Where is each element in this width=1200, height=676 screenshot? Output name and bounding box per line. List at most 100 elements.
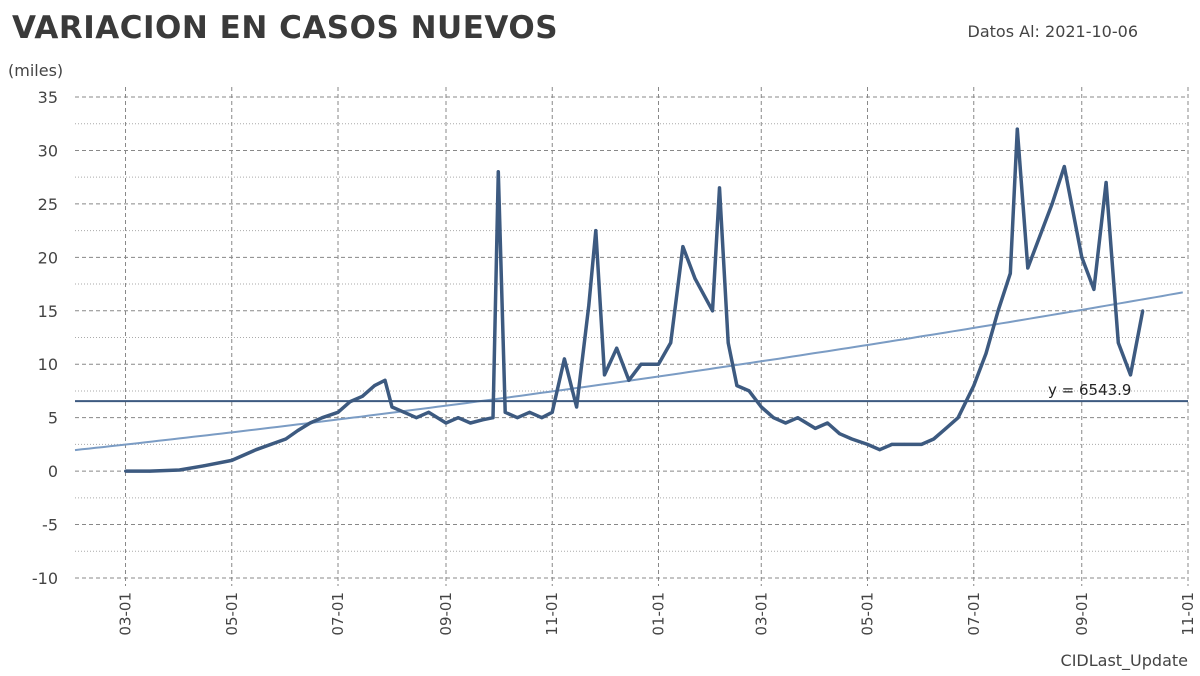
data-point [491,416,495,420]
y-axis-ticks: 35 30 25 20 15 10 5 0 -5 -10 [32,88,58,588]
data-point [124,469,128,473]
data-point [284,437,288,441]
data-point [1050,202,1054,206]
y-tick-label: 5 [48,409,58,428]
data-point [148,469,152,473]
data-point [627,378,631,382]
x-tick-label: 03-01 [117,592,135,636]
data-point [735,384,739,388]
y-tick-label: -5 [42,516,58,535]
data-point [615,346,619,350]
chart-title: VARIACION EN CASOS NUEVOS [12,10,559,46]
y-tick-label: 15 [38,302,58,321]
data-point [1116,341,1120,345]
data-point [838,432,842,436]
data-point [932,437,936,441]
data-point [468,421,472,425]
data-point [1015,127,1019,131]
x-tick-label: 07-01 [329,592,347,636]
series-line [125,127,1145,473]
data-point [503,410,507,414]
x-tick-label: 11-01 [1179,592,1197,636]
data-point [890,442,894,446]
data-point [1080,255,1084,259]
data-point [587,303,591,307]
y-tick-label: 25 [38,195,58,214]
data-point [825,421,829,425]
x-axis-ticks: 03-01 05-01 07-01 09-01 11-01 01-01 03-01 05-01… [117,592,1197,636]
y-tick-label: 35 [38,88,58,107]
x-tick-label: 09-01 [1073,592,1091,636]
data-point [878,448,882,452]
data-point [726,341,730,345]
data-point [336,410,340,414]
x-tick-label: 05-01 [859,592,877,636]
data-point [562,357,566,361]
data-point [515,416,519,420]
data-point [972,384,976,388]
data-point [496,170,500,174]
y-tick-label: 10 [38,355,58,374]
y-tick-label: -10 [32,569,58,588]
data-point [178,468,182,472]
data-point [1092,287,1096,291]
y-grid [75,96,1188,579]
data-point [1038,234,1042,238]
data-point [456,416,460,420]
data-point [1062,164,1066,168]
x-tick-label: 05-01 [223,592,241,636]
data-point [850,437,854,441]
data-point [1104,181,1108,185]
y-tick-label: 20 [38,248,58,267]
data-point [984,352,988,356]
data-point [717,186,721,190]
data-point [414,416,418,420]
data-point [1129,373,1133,377]
data-point [528,410,532,414]
data-point [296,428,300,432]
data-point [813,426,817,430]
data-point [402,410,406,414]
x-tick-label: 11-01 [543,592,561,636]
plot-area: y = 6543.9 [74,127,1188,473]
data-point [747,389,751,393]
data-point [427,410,431,414]
data-point [575,405,579,409]
data-point [540,416,544,420]
data-point [481,418,485,422]
data-point [254,448,258,452]
data-point [550,410,554,414]
data-point [656,362,660,366]
y-tick-label: 0 [48,462,58,481]
mean-label: y = 6543.9 [1048,381,1131,399]
data-point [784,421,788,425]
data-point [669,341,673,345]
data-point [771,416,775,420]
data-point [444,421,448,425]
x-grid [125,87,1189,586]
data-point [230,458,234,462]
data-point [681,245,685,249]
data-point [202,464,206,468]
data-point [348,400,352,404]
data-point [603,373,607,377]
data-point [956,416,960,420]
data-point [796,416,800,420]
data-point [383,378,387,382]
data-point [996,309,1000,313]
data-point [320,416,324,420]
data-point [390,405,394,409]
data-point [759,405,763,409]
data-point [944,426,948,430]
y-axis-unit-label: (miles) [8,61,64,80]
data-point [308,421,312,425]
footer-label: CIDLast_Update [1060,651,1188,670]
trend-line [74,291,1183,452]
x-tick-label: 09-01 [437,592,455,636]
data-point [594,229,598,233]
data-point [710,309,714,313]
data-point [1141,309,1145,313]
data-point [639,362,643,366]
data-point [1008,271,1012,275]
